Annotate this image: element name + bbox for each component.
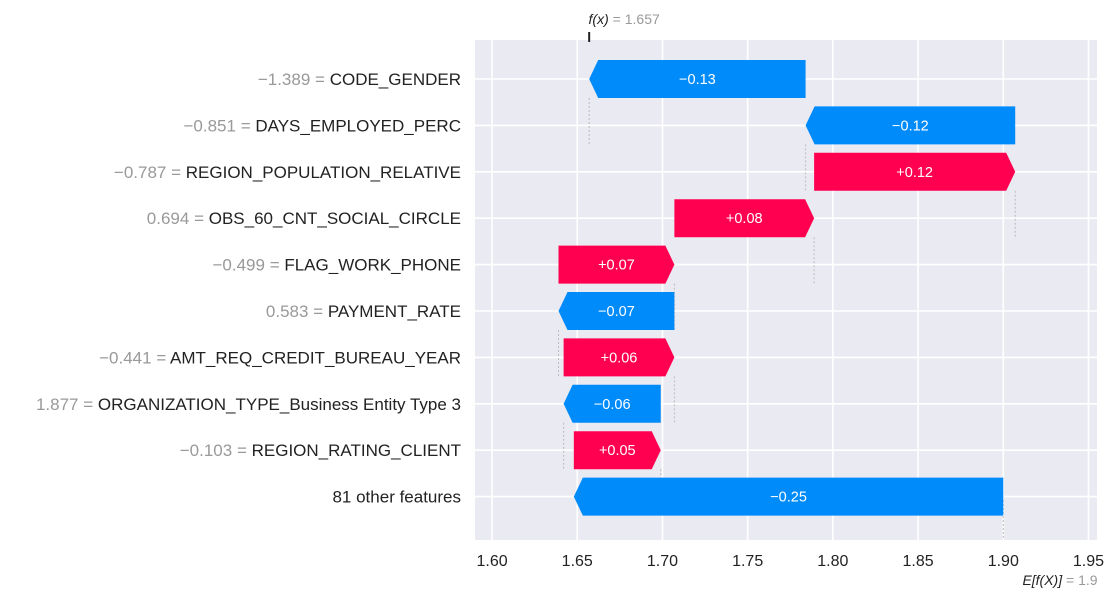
feature-label: 0.583 = PAYMENT_RATE [266, 302, 461, 321]
feature-label: −1.389 = CODE_GENDER [258, 70, 461, 89]
feature-label: −0.499 = FLAG_WORK_PHONE [212, 256, 461, 275]
bar-value-label: −0.06 [594, 397, 631, 413]
x-tick-label: 1.85 [902, 553, 933, 570]
ex-label: E[f(X)] = 1.9 [1022, 572, 1097, 588]
connector-lines [558, 98, 1016, 540]
bar-value-label: +0.12 [896, 165, 933, 181]
feature-value: −1.389 [258, 70, 310, 89]
ex-value: 1.9 [1078, 572, 1098, 588]
feature-eq: = [232, 441, 251, 460]
feature-eq: = [308, 302, 327, 321]
feature-value: 0.583 [266, 302, 309, 321]
feature-eq: = [166, 163, 185, 182]
x-axis-ticks: 1.60 1.65 1.70 1.75 1.80 1.85 1.90 1.95 [476, 553, 1104, 570]
x-tick-label: 1.80 [817, 553, 848, 570]
ex-annotation: E[f(X)] = 1.9 [1022, 572, 1097, 588]
shap-bar [589, 60, 806, 98]
shap-bar [805, 106, 1016, 145]
bar-value-label: −0.25 [770, 490, 807, 506]
feature-label: −0.103 = REGION_RATING_CLIENT [180, 441, 461, 460]
bar-value-label: −0.07 [598, 304, 635, 320]
ex-eq: = [1062, 572, 1078, 588]
feature-label: 81 other features [332, 488, 461, 507]
feature-name: AMT_REQ_CREDIT_BUREAU_YEAR [170, 348, 461, 367]
feature-name: CODE_GENDER [330, 70, 461, 89]
bar-value-label: +0.06 [601, 350, 638, 366]
feature-name: OBS_60_CNT_SOCIAL_CIRCLE [209, 209, 461, 228]
bars [558, 60, 1016, 516]
feature-value: −0.851 [183, 116, 235, 135]
feature-eq: = [236, 116, 255, 135]
feature-name: REGION_RATING_CLIENT [252, 441, 461, 460]
feature-name: DAYS_EMPLOYED_PERC [255, 116, 461, 135]
fx-label: f(x) = 1.657 [589, 11, 660, 27]
x-tick-label: 1.75 [732, 553, 763, 570]
feature-value: −0.787 [114, 163, 166, 182]
feature-name: 81 other features [332, 488, 461, 507]
fx-annotation: f(x) = 1.657 [588, 11, 660, 42]
x-tick-label: 1.65 [562, 553, 593, 570]
bar-value-label: +0.07 [598, 258, 635, 274]
ex-symbol: E[f(X)] [1022, 572, 1063, 588]
feature-value: −0.103 [180, 441, 232, 460]
bar-value-label: +0.05 [599, 443, 636, 459]
x-tick-label: 1.90 [988, 553, 1019, 570]
shap-bar [573, 431, 661, 470]
feature-eq: = [265, 256, 284, 275]
feature-eq: = [79, 395, 98, 414]
bar-value-label: −0.13 [679, 72, 716, 88]
feature-name: PAYMENT_RATE [328, 302, 461, 321]
feature-name: REGION_POPULATION_RELATIVE [186, 163, 461, 182]
bar-value-label: +0.08 [726, 211, 763, 227]
feature-label: −0.441 = AMT_REQ_CREDIT_BUREAU_YEAR [99, 348, 461, 367]
feature-value: −0.499 [212, 256, 264, 275]
x-tick-label: 1.95 [1073, 553, 1104, 570]
feature-eq: = [189, 209, 208, 228]
feature-eq: = [310, 70, 329, 89]
shap-bar [814, 152, 1016, 191]
feature-label: −0.787 = REGION_POPULATION_RELATIVE [114, 163, 461, 182]
fx-symbol: f(x) [589, 11, 609, 27]
feature-value: 0.694 [147, 209, 190, 228]
x-tick-label: 1.70 [647, 553, 678, 570]
fx-eq: = [609, 11, 625, 27]
shap-bar [563, 338, 675, 377]
shap-bar [558, 292, 675, 330]
x-tick-label: 1.60 [476, 553, 507, 570]
feature-name: FLAG_WORK_PHONE [284, 256, 461, 275]
shap-bar [674, 199, 815, 238]
shap-bar [558, 245, 675, 284]
fx-value: 1.657 [625, 11, 660, 27]
feature-label: 0.694 = OBS_60_CNT_SOCIAL_CIRCLE [147, 209, 461, 228]
shap-bar [573, 477, 1004, 516]
feature-eq: = [152, 348, 170, 367]
bar-value-label: −0.12 [892, 118, 929, 134]
feature-label: 1.877 = ORGANIZATION_TYPE_Business Entit… [36, 395, 461, 414]
feature-value: 1.877 [36, 395, 79, 414]
feature-labels: −0.13 −1.389 = CODE_GENDER −0.12 −0.851 = D… [36, 70, 933, 507]
shap-bar [563, 384, 661, 423]
feature-name: ORGANIZATION_TYPE_Business Entity Type 3 [98, 395, 461, 414]
feature-label: −0.851 = DAYS_EMPLOYED_PERC [183, 116, 461, 135]
feature-value: −0.441 [99, 348, 151, 367]
